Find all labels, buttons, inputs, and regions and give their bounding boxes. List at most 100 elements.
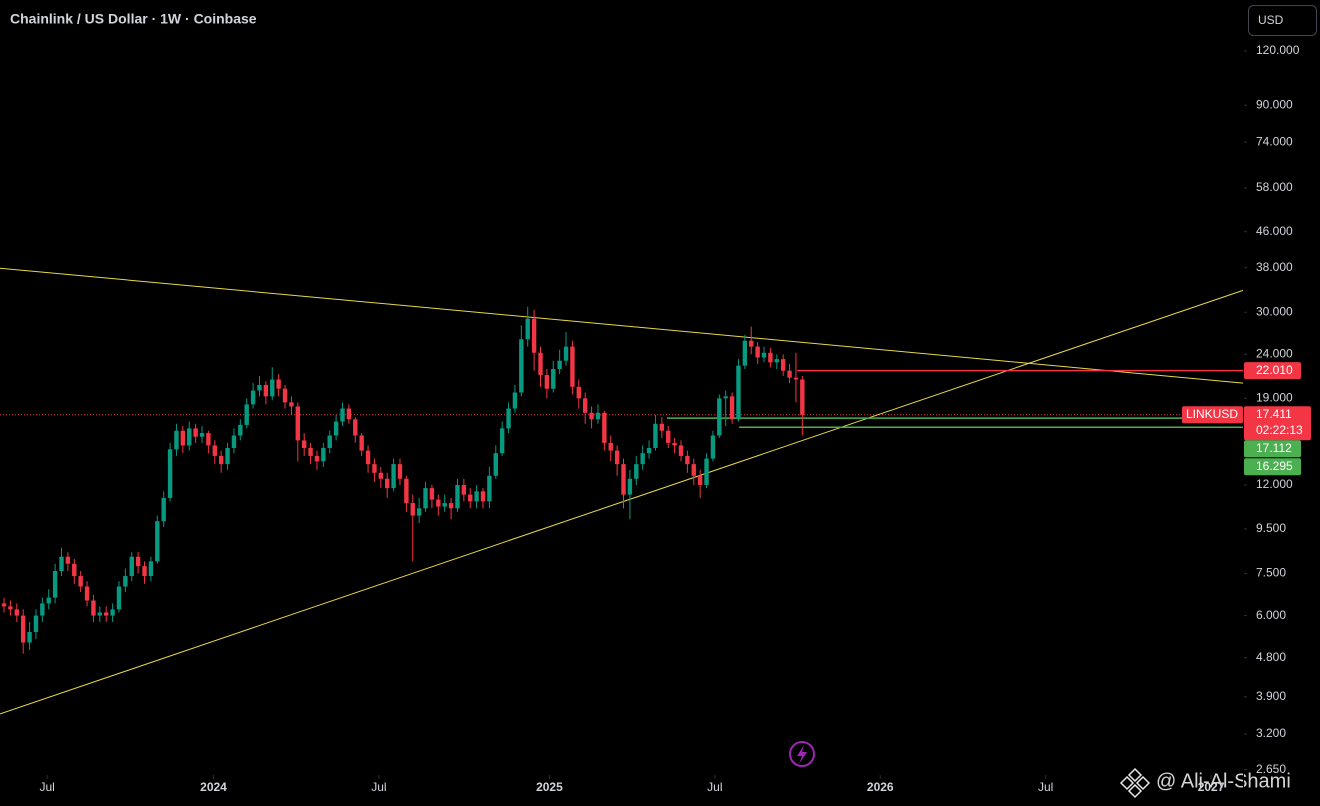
y-tick-label: 58.000 [1256,180,1293,194]
y-tick-label: 3.200 [1256,726,1286,740]
y-tick-label: 4.800 [1256,650,1286,664]
candle-body [742,340,748,366]
candle-body [72,563,77,577]
candle-body [250,390,256,405]
y-tick-label: 2.650 [1256,762,1286,776]
candle-body [621,464,626,495]
candle-body [410,503,415,516]
currency-button[interactable] [1248,5,1317,36]
symbol-label: LINKUSD [1186,407,1238,421]
candle-body [365,450,371,465]
candle-body [768,352,773,363]
candle-body [506,408,511,429]
candle-body [404,478,409,504]
y-tick-label: 12.000 [1256,477,1293,491]
y-tick-label: 30.000 [1256,304,1293,318]
chart-title: Chainlink / US Dollar · 1W · Coinbase [10,11,257,27]
candle-body [148,561,154,577]
candle-body [487,475,492,502]
candle-body [263,384,269,397]
candle-body [576,386,582,399]
candle-body [33,615,39,632]
candle-body [780,359,786,371]
candle-body [308,447,313,456]
y-tick-label: 19.000 [1256,391,1293,405]
candle-body [327,435,332,448]
candle-body [723,396,728,399]
candle-body [135,556,141,567]
trendline [0,289,1244,715]
candle-body [359,435,364,451]
candle-body [602,412,607,443]
candle-body [289,402,294,407]
price-label: 17.112 [1256,441,1292,455]
candle-body [167,449,173,498]
candle-body [333,421,339,436]
candle-body [84,586,90,601]
candle-body [378,472,384,479]
last-price-box [1244,406,1311,441]
plot-area [0,267,1244,715]
candle-body [231,435,237,448]
candle-body [174,430,179,450]
candle-body [353,419,358,436]
candle-body [14,609,19,616]
candle-body [142,566,147,577]
candle-body [531,318,537,353]
candle-body [116,586,122,610]
candle-body [442,503,447,507]
candle-body [512,392,518,409]
candle-body [570,346,575,387]
watermark: @ Ali-Al-Shami [1156,770,1291,792]
symbol-label-box [1182,406,1243,424]
candle-body [614,450,620,465]
price-label-box [1244,458,1301,476]
countdown-label: 02:22:13 [1256,423,1303,437]
candle-body [499,428,505,454]
x-tick-label: Jul [39,780,54,794]
currency-label[interactable]: USD [1258,13,1284,27]
candle-body [793,377,799,380]
candle-body [774,359,779,363]
candle-body [199,433,205,437]
candle-body [225,447,230,465]
candle-body [474,491,479,502]
candle-body [468,494,473,502]
candle-body [480,491,486,502]
candle-body [691,464,696,476]
candle-body [391,464,396,489]
x-tick-label: 2024 [200,780,227,794]
candle-body [563,346,569,361]
candle-body [78,576,83,587]
candle-body [493,453,498,476]
candle-body [27,631,32,643]
candle-body [52,571,58,598]
candle-body [104,612,109,616]
candle-body [244,404,249,425]
candle-body [295,406,301,441]
y-tick-label: 38.000 [1256,260,1293,274]
candle-body [678,445,684,456]
candle-body [91,600,96,616]
candle-body [238,424,243,436]
candle-body [736,365,741,420]
x-tick-label: 2025 [536,780,563,794]
candle-body [276,379,281,389]
candle-body [685,455,690,465]
last-price-label: 17.411 [1256,407,1292,421]
candle-body [717,398,722,436]
candle-body [218,455,224,465]
y-tick-label: 24.000 [1256,346,1293,360]
candle-body [519,339,524,393]
x-tick-label: 2026 [867,780,894,794]
candle-body [314,455,320,462]
lightning-icon [789,741,815,767]
candle-body [161,497,166,522]
candle-body [749,340,754,347]
y-tick-label: 7.500 [1256,566,1286,580]
candle-body [538,352,543,376]
candle-body [710,435,716,459]
